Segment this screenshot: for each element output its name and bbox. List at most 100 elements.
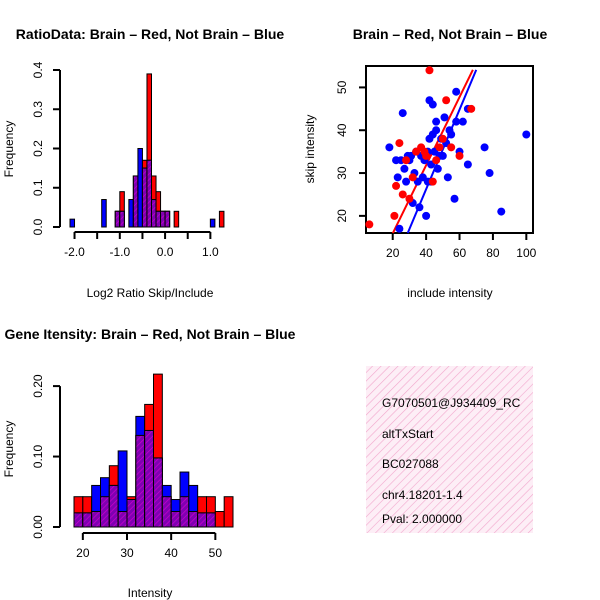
point-not-brain	[485, 169, 494, 178]
accession: BC027088	[382, 457, 439, 471]
x-tick-label: 100	[516, 246, 536, 260]
bar-overlap	[179, 496, 190, 528]
point-not-brain	[452, 87, 461, 96]
point-brain	[395, 139, 404, 148]
bar-brain	[214, 511, 225, 528]
bar-not-brain	[137, 148, 143, 228]
bar-overlap	[135, 434, 146, 528]
intensity-histogram-xlabel: Intensity	[128, 586, 173, 600]
point-brain	[432, 156, 441, 165]
point-brain	[422, 151, 431, 160]
x-tick-label: 80	[486, 246, 500, 260]
scatter-title: Brain – Red, Not Brain – Blue	[353, 26, 548, 42]
bar-not-brain	[128, 199, 134, 228]
point-brain	[405, 194, 414, 203]
y-tick-label: 0.10	[31, 445, 45, 469]
ratio-histogram: RatioData: Brain – Red, Not Brain – Blue…	[2, 26, 284, 300]
bar-overlap	[188, 511, 199, 528]
bar-overlap	[132, 175, 139, 228]
scatter-xlabel: include intensity	[407, 286, 492, 300]
point-brain	[428, 177, 437, 186]
bar-overlap	[141, 167, 148, 228]
scatter-points	[365, 66, 531, 233]
point-not-brain	[422, 211, 431, 220]
point-brain	[398, 190, 407, 199]
bar-overlap	[146, 159, 153, 228]
bar-overlap	[82, 512, 93, 528]
x-tick-label: 50	[209, 546, 223, 560]
point-brain	[402, 156, 411, 165]
point-brain	[447, 143, 456, 152]
x-tick-label: 0.0	[157, 245, 174, 259]
bar-overlap	[161, 496, 172, 528]
y-tick-label: 0.4	[31, 61, 45, 78]
bar-not-brain	[101, 199, 107, 228]
bar-overlap	[73, 512, 84, 528]
point-brain	[425, 66, 434, 75]
y-tick-label: 0.20	[31, 374, 45, 398]
point-not-brain	[443, 173, 452, 182]
point-not-brain	[432, 117, 441, 126]
scatter-axes: 20 40 60 80 100 20 30 40 50	[335, 80, 537, 260]
point-brain	[392, 181, 401, 190]
bar-overlap	[206, 512, 216, 528]
scatter-ylabel: skip intensity	[303, 115, 317, 184]
x-tick-label: 30	[120, 546, 134, 560]
point-not-brain	[480, 143, 489, 152]
point-not-brain	[398, 109, 407, 118]
point-not-brain	[463, 160, 472, 169]
point-not-brain	[385, 143, 394, 152]
x-tick-label: 40	[164, 546, 178, 560]
x-tick-label: 20	[76, 546, 90, 560]
point-brain	[435, 143, 444, 152]
point-brain	[442, 96, 451, 105]
point-not-brain	[432, 126, 441, 135]
bar-overlap	[155, 210, 162, 228]
ratio-histogram-bars	[69, 73, 225, 228]
bar-brain	[218, 210, 225, 228]
ratio-histogram-xlabel: Log2 Ratio Skip/Include	[87, 286, 214, 300]
intensity-histogram-ylabel: Frequency	[2, 421, 16, 478]
bar-overlap	[91, 511, 101, 528]
x-tick-label: -1.0	[109, 245, 130, 259]
point-not-brain	[393, 173, 402, 182]
event-info-panel: G7070501@J934409_RC altTxStart BC027088 …	[366, 366, 533, 533]
intensity-scatter: Brain – Red, Not Brain – Blue include in…	[303, 26, 547, 300]
y-tick-label: 0.1	[31, 179, 45, 196]
point-not-brain	[433, 164, 442, 173]
bar-overlap	[126, 499, 137, 528]
intensity-histogram-axes: 20 30 40 50 0.00 0.10 0.20	[31, 374, 222, 560]
bar-overlap	[117, 511, 128, 528]
point-not-brain	[395, 224, 404, 233]
point-not-brain	[452, 117, 461, 126]
y-tick-label: 0.00	[31, 515, 45, 539]
bar-not-brain	[69, 218, 76, 228]
point-brain	[467, 104, 476, 113]
bar-overlap	[153, 457, 163, 528]
bar-overlap	[144, 429, 155, 528]
point-not-brain	[402, 177, 411, 186]
info-panel-background	[366, 366, 533, 533]
point-not-brain	[497, 207, 506, 216]
intensity-histogram: Gene Itensity: Brain – Red, Not Brain – …	[2, 326, 296, 600]
y-tick-label: 0.3	[31, 101, 45, 118]
point-brain	[365, 220, 374, 229]
y-tick-label: 30	[335, 166, 349, 180]
x-tick-label: 40	[419, 246, 433, 260]
bar-brain	[223, 496, 234, 528]
bar-overlap	[164, 210, 171, 228]
intensity-histogram-bars	[73, 373, 234, 528]
x-tick-label: -2.0	[64, 245, 85, 259]
point-not-brain	[400, 164, 409, 173]
x-tick-label: 60	[453, 246, 467, 260]
bar-overlap	[160, 210, 166, 228]
event-type: altTxStart	[382, 427, 434, 441]
point-not-brain	[447, 130, 456, 139]
bar-overlap	[114, 210, 121, 228]
intensity-histogram-title: Gene Itensity: Brain – Red, Not Brain – …	[5, 326, 296, 342]
bar-not-brain	[209, 218, 216, 228]
x-tick-label: 1.0	[202, 245, 219, 259]
bar-overlap	[108, 484, 119, 528]
point-not-brain	[428, 100, 437, 109]
